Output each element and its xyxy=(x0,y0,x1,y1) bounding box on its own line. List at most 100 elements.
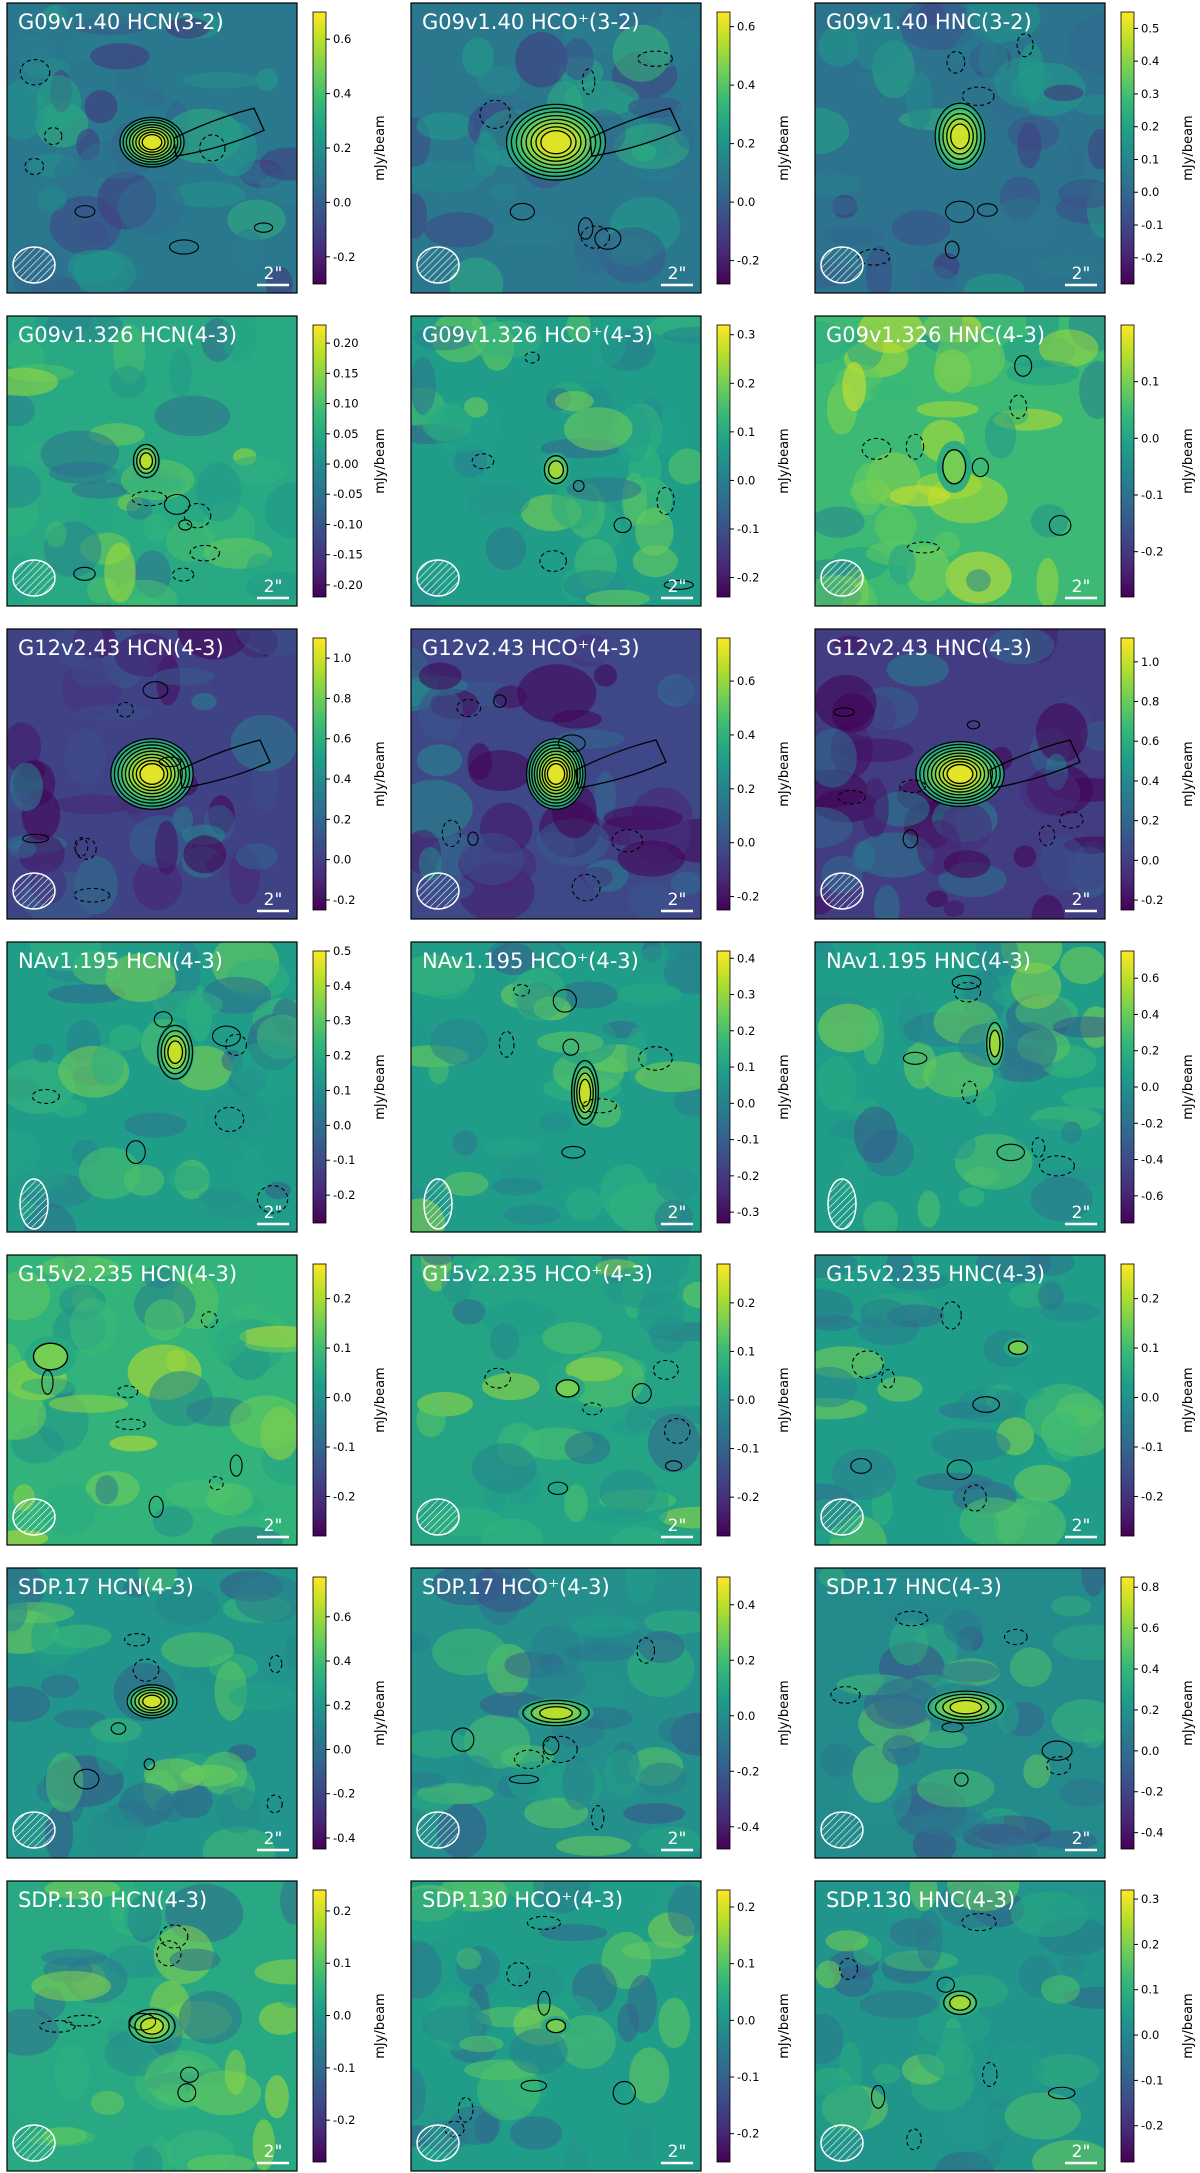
noise-blob xyxy=(482,1373,540,1401)
noise-blob xyxy=(916,401,979,418)
contour-positive xyxy=(930,752,990,796)
colorbar-tick-label: -0.1 xyxy=(1141,1440,1163,1454)
noise-blob xyxy=(452,1881,506,1909)
panel-frame xyxy=(814,941,1106,1233)
noise-blob xyxy=(527,1662,586,1700)
panel: 2" SDP.130 HCN(4-3) 0.2 0.1 0.0 -0.1 -0.2 mJy/b… xyxy=(6,1880,388,2172)
noise-blob xyxy=(78,1147,141,1199)
colorbar-tick-label: -0.2 xyxy=(1141,545,1163,559)
contour-positive xyxy=(520,114,592,170)
contour-negative xyxy=(116,1385,139,1399)
noise-blob xyxy=(566,316,591,342)
beam-ellipse xyxy=(820,246,864,284)
panel-title: SDP.17 HNC(4-3) xyxy=(826,1575,1002,1599)
noise-blob xyxy=(244,1335,297,1353)
noise-blob xyxy=(48,984,126,1004)
noise-blob xyxy=(990,2041,1045,2098)
contour-noise xyxy=(509,202,536,221)
contour-negative xyxy=(456,698,482,718)
heatmap-image xyxy=(7,1881,297,2171)
colorbar-tick-label: 0.0 xyxy=(333,1742,351,1756)
colorbar-tick-label: 0.1 xyxy=(333,1341,351,1355)
contour-noise xyxy=(168,239,200,255)
noise-blob xyxy=(411,1940,443,1999)
noise-blob xyxy=(7,466,41,508)
contour-positive xyxy=(128,124,176,161)
colorbar-tick-label: -0.2 xyxy=(737,571,759,585)
noise-blob xyxy=(815,2013,844,2064)
noise-blob xyxy=(230,714,297,772)
noise-blob xyxy=(124,1897,162,1939)
colorbar-tick-label: -0.2 xyxy=(333,1489,355,1503)
noise-blob xyxy=(490,943,537,976)
panel-title: SDP.130 HCO⁺(4-3) xyxy=(422,1888,623,1912)
colorbar-tick-label: -0.2 xyxy=(333,1188,355,1202)
noise-blob xyxy=(7,2008,59,2056)
noise-blob xyxy=(558,2014,616,2069)
noise-blob xyxy=(954,29,995,73)
contour-negative xyxy=(1009,394,1028,419)
contour-positive xyxy=(934,1693,997,1721)
noise-blob xyxy=(246,553,275,586)
noise-blob xyxy=(1059,1778,1105,1807)
beam-ellipse xyxy=(12,2124,56,2162)
heatmap-image xyxy=(411,1568,701,1858)
contour-negative xyxy=(861,437,892,460)
noise-blob xyxy=(917,2027,989,2080)
noise-blob xyxy=(599,1164,650,1222)
contour-noise xyxy=(1014,354,1033,377)
colorbar-tick-label: -0.2 xyxy=(1141,893,1163,907)
noise-blob xyxy=(166,1349,187,1374)
panel-frame xyxy=(410,315,702,607)
noise-blob xyxy=(480,1518,543,1545)
noise-blob xyxy=(667,1884,701,1937)
noise-blob xyxy=(815,2079,872,2138)
noise-blob xyxy=(421,971,470,1000)
colorbar-tick-label: 0.2 xyxy=(737,1900,755,1914)
noise-blob xyxy=(44,1881,120,1900)
colorbar-tick-label: 0.2 xyxy=(1141,1703,1159,1717)
heatmap-image xyxy=(815,1881,1105,2171)
contour-noise xyxy=(229,1454,243,1477)
contour-negative xyxy=(156,1940,182,1967)
noise-blob xyxy=(110,366,147,398)
noise-blob xyxy=(964,1166,1000,1186)
noise-blob xyxy=(284,1634,297,1670)
noise-blob xyxy=(1061,1087,1105,1109)
noise-blob xyxy=(617,2003,639,2043)
contour-negative xyxy=(484,1367,512,1389)
colorbar-tick-label: 0.1 xyxy=(1141,152,1159,166)
noise-blob xyxy=(1013,845,1037,868)
contour-noise xyxy=(542,1736,560,1756)
contour-negative xyxy=(506,1962,531,1987)
colorbar-tick-label: -0.2 xyxy=(1141,1489,1163,1503)
noise-blob xyxy=(629,2119,654,2167)
contour-negative xyxy=(1031,1137,1046,1158)
contour-noise xyxy=(562,1038,580,1056)
heatmap-image xyxy=(815,942,1105,1232)
colorbar-label: mJy/beam xyxy=(777,428,792,493)
colorbar-tick-label: 0.2 xyxy=(737,782,755,796)
contour-noise xyxy=(163,493,191,515)
noise-blob xyxy=(7,1686,51,1723)
noise-blob xyxy=(1083,1727,1104,1748)
noise-blob xyxy=(1035,703,1088,763)
contour-extension xyxy=(575,739,667,789)
noise-blob xyxy=(1052,1016,1105,1038)
panel-frame xyxy=(410,1254,702,1546)
emission-level xyxy=(943,450,965,483)
noise-blob xyxy=(153,990,224,1020)
heatmap-image xyxy=(7,316,297,606)
noise-blob xyxy=(154,395,231,437)
noise-blob xyxy=(815,506,865,538)
contour-positive xyxy=(535,126,577,159)
noise-blob xyxy=(943,1609,983,1646)
noise-blob xyxy=(265,266,293,293)
noise-blobs xyxy=(411,1881,701,2171)
heatmap-image xyxy=(7,942,297,1232)
contour-negative xyxy=(441,819,461,848)
noise-blob xyxy=(1037,1281,1064,1311)
contour-positive xyxy=(989,1029,1001,1058)
colorbar-tick-label: 0.0 xyxy=(737,836,755,850)
contour-negative xyxy=(1046,1756,1072,1775)
